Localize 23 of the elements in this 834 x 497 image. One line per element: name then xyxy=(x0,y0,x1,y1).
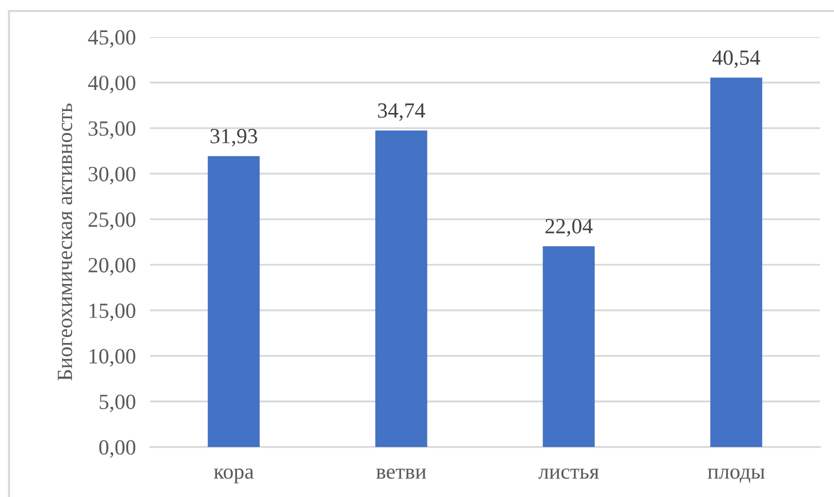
y-tick-label: 35,00 xyxy=(88,121,136,139)
y-tick-label: 25,00 xyxy=(88,212,136,230)
data-label: 31,93 xyxy=(210,128,258,146)
y-tick-label: 45,00 xyxy=(88,30,136,48)
data-label: 22,04 xyxy=(545,218,593,237)
data-label: 40,54 xyxy=(712,50,760,68)
x-tick-label: кора xyxy=(214,468,254,484)
x-tick-label: ветви xyxy=(376,468,426,479)
data-label: 34,74 xyxy=(378,103,426,121)
x-tick-label: листья xyxy=(538,468,599,479)
y-tick-label: 0,00 xyxy=(99,440,136,458)
y-axis-title: Биогеохимическая активность xyxy=(58,104,72,381)
y-tick-label: 20,00 xyxy=(88,258,136,276)
bar xyxy=(710,78,762,447)
x-tick-label: плоды xyxy=(708,468,765,483)
y-tick-label: 15,00 xyxy=(90,303,136,322)
bar xyxy=(375,130,428,447)
y-tick-label: 10,00 xyxy=(90,349,136,367)
y-tick-label: 5,00 xyxy=(100,394,136,412)
y-tick-label: 40,00 xyxy=(88,76,136,94)
bar xyxy=(542,246,595,447)
bar xyxy=(208,156,260,447)
y-tick-label: 30,00 xyxy=(88,166,136,184)
